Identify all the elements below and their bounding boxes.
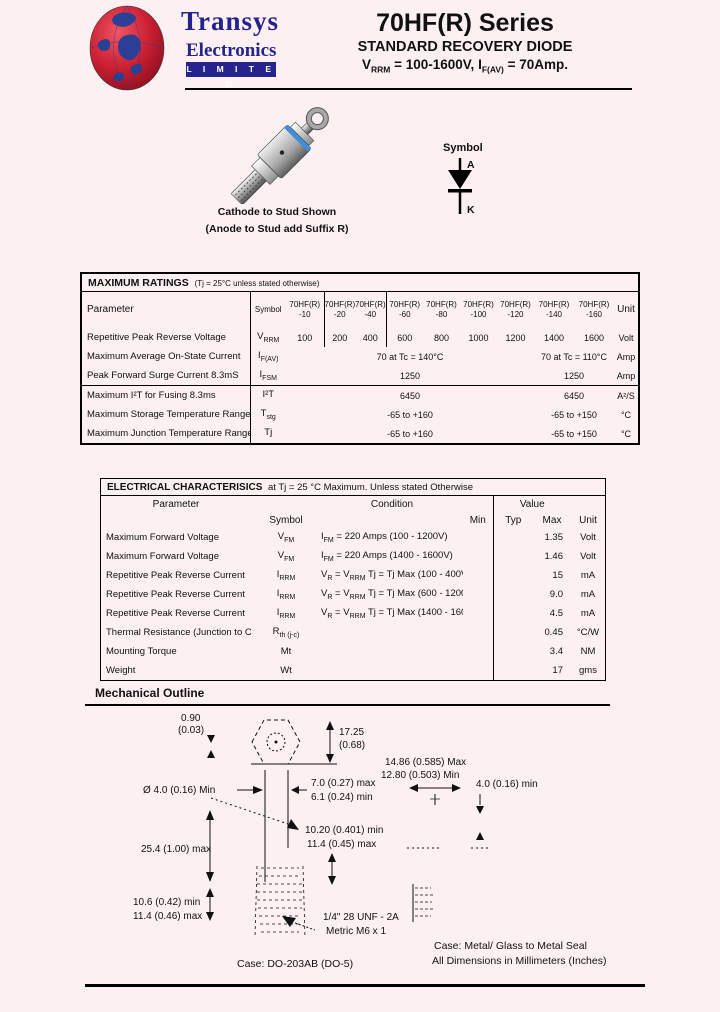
col-value: Value	[492, 496, 571, 512]
col-unit: Unit	[617, 304, 635, 315]
col-model: 70HF(R) -100	[463, 300, 494, 319]
col-unit: Unit	[579, 514, 597, 526]
dim-stud-dia-min: 10.20 (0.401) min	[305, 825, 383, 836]
dim-flats-min: 12.80 (0.503) Min	[381, 770, 459, 781]
seal-note: Case: Metal/ Glass to Metal Seal	[434, 940, 587, 952]
table-row: Repetitive Peak Reverse Current IRRM VR …	[101, 566, 605, 585]
photo-caption-1: Cathode to Stud Shown	[217, 206, 337, 218]
dim-stud-dia-max: 11.4 (0.45) max	[307, 839, 376, 850]
diode-photo	[231, 107, 329, 204]
thread-spec-metric: Metric M6 x 1	[326, 926, 386, 937]
table-row: Repetitive Peak Reverse Voltage VRRM 100…	[82, 328, 638, 347]
globe-logo-icon	[89, 5, 165, 91]
table-row: Weight Wt 17 gms	[101, 661, 605, 680]
title-block: 70HF(R) Series STANDARD RECOVERY DIODE V…	[300, 10, 630, 75]
mechanical-drawing: 0.90 (0.03) 17.25 (0.68) 14.86 (0.585) M…	[133, 713, 538, 939]
col-model: 70HF(R) -80	[426, 300, 457, 319]
table-row: Thermal Resistance (Junction to Case) Rt…	[101, 623, 605, 642]
col-model: 70HF(R) -40	[355, 292, 387, 328]
mechanical-outline-title: Mechanical Outline	[95, 686, 205, 700]
dim-chamfer-mm: 0.90	[181, 713, 201, 724]
col-model: 70HF(R) -140	[538, 300, 570, 319]
col-parameter: Parameter	[82, 292, 251, 328]
dimensions-note: All Dimensions in Millimeters (Inches)	[432, 955, 607, 967]
table-row: Repetitive Peak Reverse Current IRRM VR …	[101, 585, 605, 604]
col-parameter: Parameter	[152, 498, 200, 510]
diode-symbol: A K	[448, 158, 475, 216]
case-note: Case: DO-203AB (DO-5)	[237, 958, 354, 970]
thread-spec-unf: 1/4" 28 UNF - 2A	[323, 912, 399, 923]
dim-stud-len-min: 10.6 (0.42) min	[133, 897, 200, 908]
dim-hex-in: (0.68)	[339, 740, 365, 751]
col-model: 70HF(R) -160	[578, 300, 610, 319]
elec-header-row-2: Symbol Min Typ Max Unit	[101, 512, 605, 528]
col-symbol: Symbol	[269, 514, 303, 526]
maximum-ratings-table: MAXIMUM RATINGS (Tj = 25°C unless stated…	[80, 272, 640, 445]
col-min: Min	[469, 514, 486, 526]
table-row: Maximum Forward Voltage VFM IFM = 220 Am…	[101, 528, 605, 547]
dim-stud-len-max: 11.4 (0.46) max	[133, 911, 202, 922]
table-row: Repetitive Peak Reverse Current IRRM VR …	[101, 604, 605, 623]
header-divider	[185, 88, 632, 90]
elec-header-row-1: Parameter Condition Value	[101, 496, 605, 512]
dim-chamfer-in: (0.03)	[178, 725, 204, 736]
page-title: 70HF(R) Series	[376, 9, 554, 37]
anode-label: A	[467, 159, 475, 171]
dim-height-max: 25.4 (1.00) max	[141, 844, 211, 855]
dim-flats-max: 14.86 (0.585) Max	[385, 757, 466, 768]
maximum-ratings-title: MAXIMUM RATINGS (Tj = 25°C unless stated…	[82, 274, 638, 292]
page-subtitle: STANDARD RECOVERY DIODE	[357, 39, 573, 55]
table-row: Mounting Torque Mt 3.4 NM	[101, 642, 605, 661]
table-row: Maximum I²T for Fusing 8.3ms I²T 6450 64…	[82, 385, 638, 405]
footer-divider	[85, 984, 645, 987]
col-max: Max	[542, 514, 562, 526]
logo-text-electronics: Electronics	[186, 40, 277, 61]
ratings-header-row: Parameter Symbol 70HF(R) -10 70HF(R) -20 7…	[82, 292, 638, 328]
col-model: 70HF(R) -60	[389, 300, 421, 319]
dim-thread-len-min: 6.1 (0.24) min	[311, 792, 373, 803]
dim-hex-mm: 17.25	[339, 727, 364, 738]
logo-text-transys: Transys	[181, 6, 280, 36]
spec-line: VRRM = 100-1600V, IF(AV) = 70Amp.	[361, 57, 569, 75]
col-model: 70HF(R) -20	[324, 300, 356, 319]
col-model: 70HF(R) -10	[286, 292, 325, 328]
col-condition: Condition	[370, 498, 414, 510]
table-row: Maximum Average On-State Current IF(AV) …	[82, 347, 638, 366]
table-row: Maximum Storage Temperature Range Tstg -…	[82, 405, 638, 424]
dim-terminal-min: 4.0 (0.16) min	[476, 779, 538, 790]
col-symbol: Symbol	[254, 305, 282, 315]
dim-hole-dia: Ø 4.0 (0.16) Min	[143, 785, 215, 796]
logo-limited-banner: L I M I T E D	[186, 62, 276, 89]
col-model: 70HF(R) -120	[500, 300, 531, 319]
electrical-characteristics-table: ELECTRICAL CHARACTERISICS at Tj = 25 °C …	[100, 478, 606, 681]
table-row: Maximum Forward Voltage VFM IFM = 220 Am…	[101, 547, 605, 566]
cathode-label: K	[467, 204, 475, 216]
mech-divider	[85, 704, 610, 706]
col-typ: Typ	[492, 512, 533, 528]
electrical-title: ELECTRICAL CHARACTERISICS at Tj = 25 °C …	[101, 479, 605, 496]
dim-thread-len-max: 7.0 (0.27) max	[311, 778, 375, 789]
table-row: Maximum Junction Temperature Range Tj -6…	[82, 424, 638, 443]
photo-caption-2: (Anode to Stud add Suffix R)	[205, 223, 349, 235]
table-row: Peak Forward Surge Current 8.3mS IFSM 12…	[82, 366, 638, 386]
symbol-label: Symbol	[443, 142, 483, 154]
